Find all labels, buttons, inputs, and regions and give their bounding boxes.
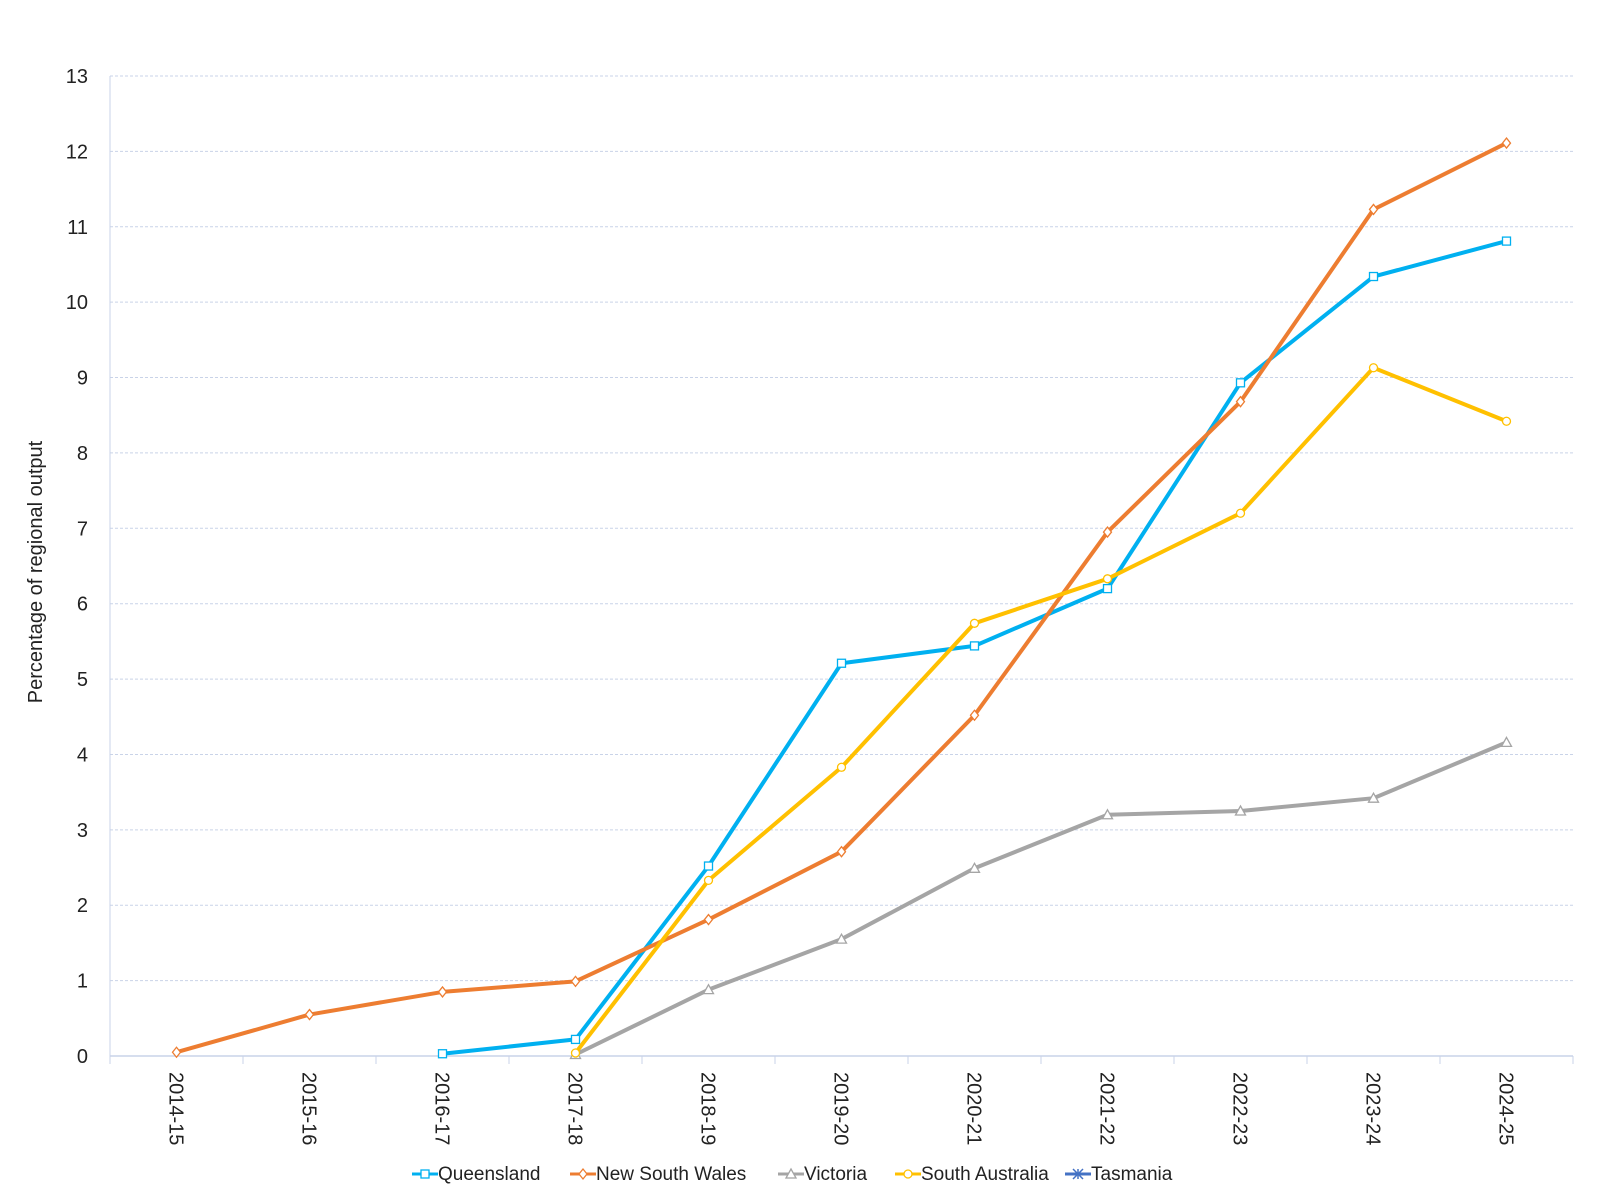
data-point [835, 932, 848, 944]
data-point [1235, 508, 1246, 518]
data-point [969, 618, 980, 628]
data-point [1102, 583, 1113, 594]
legend-label: South Australia [921, 1164, 1049, 1185]
series-line [174, 141, 1509, 1055]
data-point [570, 1048, 581, 1058]
legend-label: Victoria [804, 1164, 867, 1185]
data-point [969, 641, 980, 651]
series-victoria [569, 736, 1513, 1060]
y-tick-label: 3 [77, 820, 88, 842]
data-point [969, 709, 980, 722]
data-point [304, 1008, 315, 1021]
x-tick-label: 2017-18 [564, 1072, 586, 1145]
legend-label: New South Wales [596, 1164, 746, 1185]
series-line [573, 365, 1509, 1055]
x-tick-label: 2015-16 [298, 1072, 320, 1145]
legend-marker [1072, 1168, 1084, 1180]
data-point [1368, 363, 1379, 373]
y-axis-title: Percentage of regional output [25, 440, 47, 703]
data-point [1235, 395, 1246, 408]
y-axis-title-group: Percentage of regional output [25, 440, 47, 703]
data-point [437, 985, 448, 998]
data-point [1368, 271, 1379, 282]
x-tick-label: 2016-17 [431, 1072, 453, 1145]
data-point [968, 861, 981, 873]
y-tick-label: 0 [77, 1046, 88, 1068]
y-tick-label: 6 [77, 594, 88, 616]
x-tick-label: 2024-25 [1495, 1072, 1517, 1145]
series-group [171, 137, 1513, 1060]
gridlines [110, 75, 1573, 982]
y-tick-label: 8 [77, 443, 88, 465]
x-tick-label: 2022-23 [1229, 1072, 1251, 1145]
legend-item: Tasmania [1065, 1164, 1173, 1185]
data-point [702, 983, 715, 995]
data-point [1501, 236, 1512, 246]
data-point [570, 1034, 581, 1045]
x-tick-label: 2023-24 [1362, 1072, 1384, 1145]
y-tick-label: 9 [77, 368, 88, 390]
data-point [836, 845, 847, 858]
x-tick-label: 2014-15 [165, 1072, 187, 1145]
y-tick-label: 4 [77, 744, 88, 766]
legend-item: New South Wales [570, 1164, 746, 1185]
legend-item: Victoria [778, 1164, 867, 1185]
y-tick-label: 5 [77, 669, 88, 691]
legend-item: Queensland [412, 1164, 540, 1185]
legend-label: Tasmania [1091, 1164, 1173, 1185]
data-point [1367, 791, 1380, 803]
series-new-south-wales [171, 137, 1512, 1059]
data-point [703, 913, 714, 926]
data-point [836, 658, 847, 668]
data-point [171, 1046, 182, 1059]
series-line [573, 740, 1509, 1057]
data-point [836, 762, 847, 772]
legend-item: South Australia [895, 1164, 1049, 1185]
data-point [1102, 574, 1113, 584]
data-point [703, 875, 714, 886]
data-point [1235, 378, 1246, 388]
y-tick-label: 10 [66, 292, 88, 314]
data-point [570, 975, 581, 988]
y-tick-label: 1 [77, 971, 88, 993]
y-tick-label: 7 [77, 518, 88, 540]
y-tick-label: 13 [66, 66, 88, 88]
legend-marker [578, 1167, 588, 1181]
legend-label: Queensland [438, 1164, 540, 1185]
y-tick-label: 11 [67, 217, 88, 239]
data-point [703, 861, 714, 871]
legend-marker [420, 1169, 430, 1179]
legend: Queensland New South Wales Victoria South A… [412, 1164, 1173, 1185]
x-tick-label: 2019-20 [830, 1072, 852, 1145]
legend-marker [784, 1167, 798, 1179]
x-tick-label: 2018-19 [697, 1072, 719, 1145]
y-tick-label: 2 [77, 895, 88, 917]
data-point [1102, 526, 1113, 539]
y-tick-label: 12 [66, 141, 88, 163]
data-point [437, 1049, 448, 1059]
data-point [1500, 736, 1513, 748]
series-queensland [437, 236, 1512, 1059]
legend-marker [903, 1169, 913, 1179]
data-point [1368, 203, 1379, 216]
data-point [1501, 416, 1512, 426]
series-south-australia [570, 363, 1512, 1058]
x-tick-label: 2021-22 [1096, 1072, 1118, 1145]
x-tick-label: 2020-21 [963, 1072, 985, 1145]
data-point [1501, 137, 1512, 150]
data-point [1101, 808, 1114, 820]
data-point [1234, 804, 1247, 816]
